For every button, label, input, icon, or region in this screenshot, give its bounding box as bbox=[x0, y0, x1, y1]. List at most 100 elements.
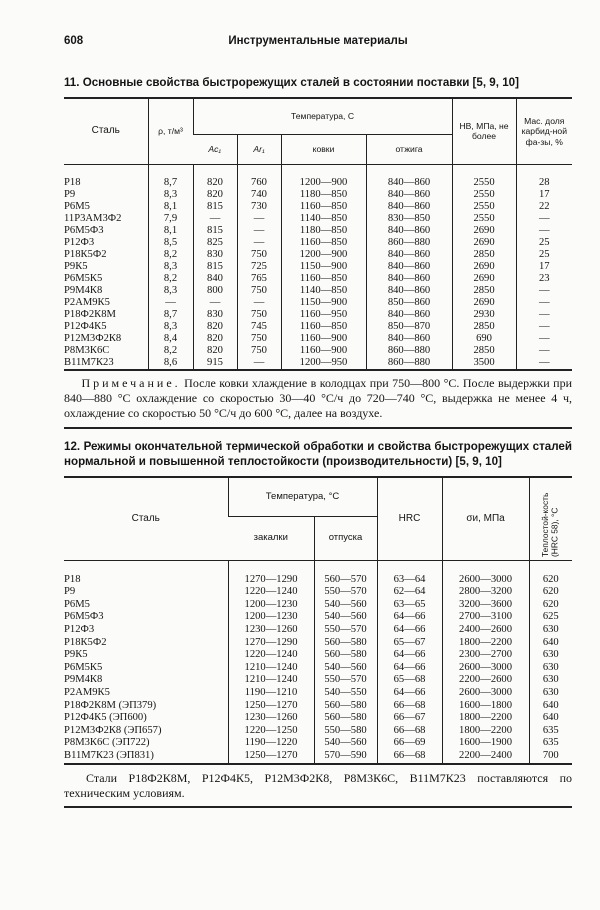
value-cell: 2690 bbox=[451, 272, 517, 285]
value-cell: 850—860 bbox=[365, 296, 453, 309]
header-temperature: Температура, С bbox=[192, 98, 453, 135]
value-cell: — bbox=[515, 308, 573, 321]
steel-grade-cell: Р9К5 bbox=[64, 260, 88, 272]
value-cell: 860—880 bbox=[365, 344, 453, 357]
value-cell: 840—860 bbox=[365, 224, 453, 237]
value-cell: — bbox=[236, 212, 281, 225]
value-cell: 2550 bbox=[451, 212, 517, 225]
steel-grade-cell: Р9К5 bbox=[64, 649, 88, 661]
value-cell: — bbox=[515, 284, 573, 297]
table-row: Р9 8,3 820 740 1180—850 840—860 2550 17 bbox=[64, 188, 573, 201]
table2-note: Стали Р18Ф2К8М, Р12Ф4К5, Р12М3Ф2К8, Р8М3… bbox=[64, 770, 572, 800]
steel-grade-cell: Р6М5Ф3 bbox=[64, 224, 104, 236]
table-row: Р6М5 1200—1230 540—560 63—65 3200—3600 620 bbox=[64, 598, 573, 612]
running-title: Инструментальные материалы bbox=[228, 35, 408, 47]
value-cell: 1210—1240 bbox=[227, 661, 314, 675]
value-cell: 1230—1260 bbox=[227, 623, 314, 637]
value-cell: 820 bbox=[192, 332, 237, 345]
value-cell: 830—850 bbox=[365, 212, 453, 225]
value-cell: 64—66 bbox=[376, 611, 443, 624]
value-cell: 8,7 bbox=[147, 176, 193, 189]
table-row: Р18К5Ф2 1270—1290 560—580 65—67 1800—2200 640 bbox=[64, 636, 573, 650]
value-cell: 540—560 bbox=[313, 661, 378, 675]
value-cell: 1270—1290 bbox=[227, 573, 314, 587]
value-cell: 2690 bbox=[451, 224, 517, 237]
steel-grade-cell: Р12Ф3 bbox=[64, 623, 95, 635]
heat-resistance-label: Теплостой-кость (HRC 58), °С bbox=[540, 492, 560, 557]
value-cell: 8,3 bbox=[147, 188, 193, 201]
value-cell: 640 bbox=[528, 699, 573, 713]
value-cell: 3200—3600 bbox=[441, 598, 530, 612]
value-cell: 815 bbox=[192, 260, 237, 273]
value-cell: 17 bbox=[515, 260, 573, 273]
table-row: В11М7К23 (ЭП831) 1250—1270 570—590 66—68 220… bbox=[64, 749, 573, 764]
page-number: 608 bbox=[64, 35, 84, 47]
value-cell: 550—570 bbox=[313, 623, 378, 637]
value-cell: 1180—850 bbox=[280, 188, 366, 201]
table-row: Р12М3Ф2К8 (ЭП657) 1220—1250 550—580 66—68 18… bbox=[64, 724, 573, 738]
value-cell: 8,3 bbox=[147, 260, 193, 273]
value-cell: 640 bbox=[528, 636, 573, 650]
value-cell: 750 bbox=[236, 332, 281, 345]
value-cell: 1220—1240 bbox=[227, 649, 314, 662]
table-row: Р12Ф4К5 8,3 820 745 1160—850 850—870 2850— bbox=[64, 320, 573, 333]
value-cell: 1210—1240 bbox=[227, 674, 314, 687]
value-cell: 1220—1240 bbox=[227, 586, 314, 599]
value-cell: 750 bbox=[236, 308, 281, 321]
table-row: Р6М5К5 8,2 840 765 1160—850 840—860 2690 23 bbox=[64, 272, 573, 285]
value-cell: 820 bbox=[192, 188, 237, 201]
steel-grade-cell: Р18К5Ф2 bbox=[64, 248, 107, 260]
value-cell: 2200—2400 bbox=[441, 749, 530, 764]
value-cell: 625 bbox=[528, 611, 573, 624]
table-row: Р9М4К8 1210—1240 550—570 65—68 2200—2600 630 bbox=[64, 674, 573, 687]
running-head: 608 Инструментальные материалы bbox=[64, 34, 572, 49]
value-cell: 1800—2200 bbox=[441, 712, 530, 725]
header-heat-resistance: Теплостой-кость (HRC 58), °С bbox=[528, 476, 573, 561]
value-cell: 2930 bbox=[451, 308, 517, 321]
steel-grade-cell: В11М7К23 (ЭП831) bbox=[64, 749, 154, 761]
value-cell: 750 bbox=[236, 284, 281, 297]
value-cell: 8,2 bbox=[147, 344, 193, 357]
table-row: Р12Ф3 1230—1260 550—570 64—66 2400—2600 630 bbox=[64, 623, 573, 637]
value-cell: 550—580 bbox=[313, 724, 378, 738]
book-page: 608 Инструментальные материалы 11. Основ… bbox=[64, 0, 573, 808]
value-cell: 1160—850 bbox=[280, 320, 366, 333]
value-cell: 630 bbox=[528, 686, 573, 700]
value-cell: — bbox=[515, 344, 573, 357]
header-temperature: Температура, °С bbox=[227, 476, 378, 517]
value-cell: — bbox=[515, 224, 573, 237]
value-cell: 540—550 bbox=[313, 686, 378, 700]
value-cell: 2690 bbox=[451, 260, 517, 273]
value-cell: 840 bbox=[192, 272, 237, 285]
value-cell: 1600—1900 bbox=[441, 737, 530, 750]
table-row: Р2АМ9К5— — —1150—900 850—860 2690— bbox=[64, 296, 573, 309]
steel-grade-cell: 11Р3АМ3Ф2 bbox=[64, 212, 122, 224]
value-cell: 1800—2200 bbox=[441, 636, 530, 650]
value-cell: 750 bbox=[236, 248, 281, 261]
value-cell: 540—560 bbox=[313, 611, 378, 624]
value-cell: 630 bbox=[528, 674, 573, 687]
value-cell: 64—66 bbox=[376, 649, 443, 662]
table-row: Р6М5 8,1 815 730 1160—850 840—860 2550 22 bbox=[64, 200, 573, 213]
header-forging: ковки bbox=[280, 134, 366, 165]
value-cell: 560—580 bbox=[313, 699, 378, 713]
value-cell: 560—580 bbox=[313, 636, 378, 650]
value-cell: 760 bbox=[236, 176, 281, 189]
value-cell: 1160—850 bbox=[280, 272, 366, 285]
value-cell: 8,2 bbox=[147, 272, 193, 285]
value-cell: 25 bbox=[515, 236, 573, 249]
table-row: Р6М5К5 1210—1240 540—560 64—66 2600—3000 630 bbox=[64, 661, 573, 675]
value-cell: 630 bbox=[528, 623, 573, 637]
table-row: Р18Ф2К8М (ЭП379) 1250—1270 560—580 66—68 160… bbox=[64, 699, 573, 713]
steel-grade-cell: Р18Ф2К8М (ЭП379) bbox=[64, 699, 157, 711]
value-cell: 1200—950 bbox=[280, 356, 366, 370]
value-cell: 840—860 bbox=[365, 248, 453, 261]
value-cell: 1200—900 bbox=[280, 176, 366, 189]
value-cell: 2850 bbox=[451, 248, 517, 261]
value-cell: 1140—850 bbox=[280, 284, 366, 297]
value-cell: 540—560 bbox=[313, 737, 378, 750]
value-cell: 860—880 bbox=[365, 356, 453, 370]
value-cell: 840—860 bbox=[365, 284, 453, 297]
note-label: Примечание. bbox=[81, 375, 181, 390]
value-cell: — bbox=[515, 212, 573, 225]
